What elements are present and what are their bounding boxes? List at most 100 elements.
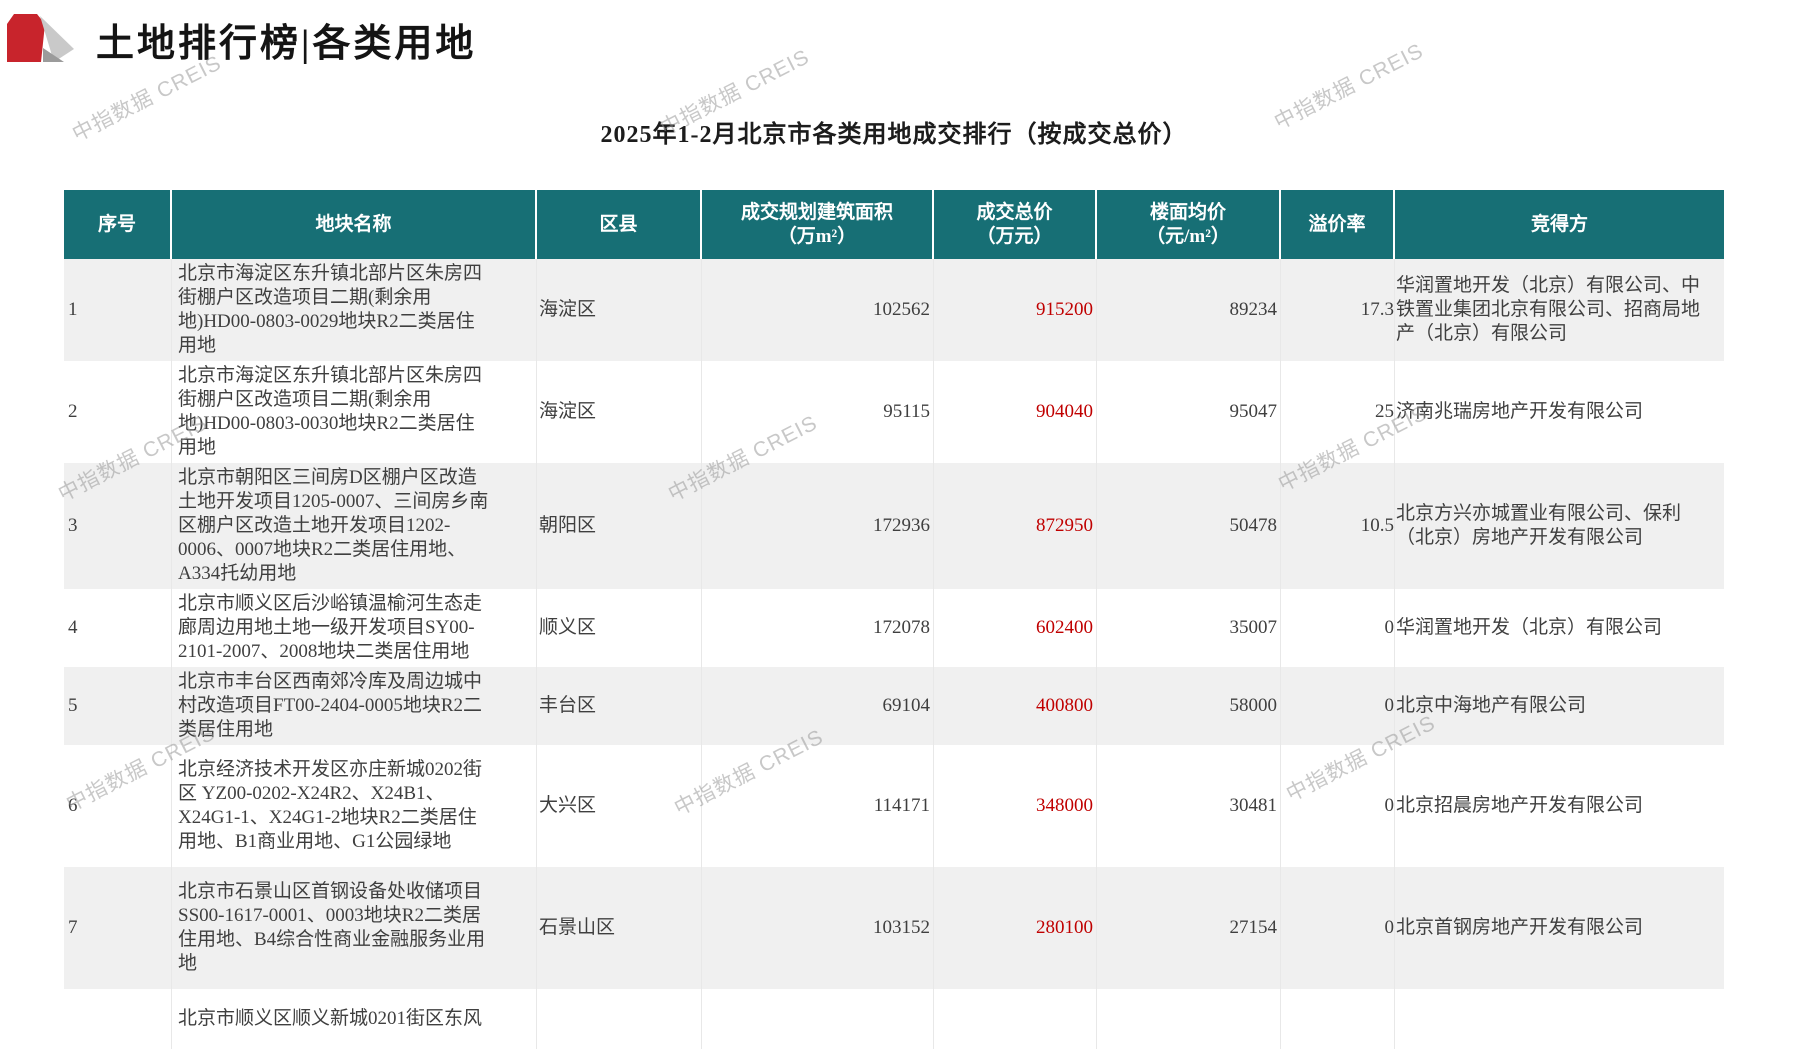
table-row: 1 北京市海淀区东升镇北部片区朱房四街棚户区改造项目二期(剩余用地)HD00-0… bbox=[64, 259, 1724, 361]
cell-premium-rate: 25 bbox=[1281, 361, 1395, 463]
cell-winner: 北京中海地产有限公司 bbox=[1396, 695, 1587, 716]
table-row: 4 北京市顺义区后沙峪镇温榆河生态走廊周边用地土地一级开发项目SY00-2101… bbox=[64, 589, 1724, 667]
cell-district bbox=[537, 989, 702, 1049]
header-unit: （元/m²） bbox=[1146, 225, 1230, 247]
cell-floor-price: 27154 bbox=[1097, 867, 1281, 989]
land-ranking-table: 序号 地块名称 区县 成交规划建筑面积 （万m²） 成交总价 （万元） 楼面均价 （元… bbox=[64, 190, 1724, 1049]
cell-floor-price: 50478 bbox=[1097, 463, 1281, 589]
header-area: 成交规划建筑面积 （万m²） bbox=[702, 190, 934, 259]
header-rank: 序号 bbox=[64, 190, 172, 259]
cell-winner: 北京招晨房地产开发有限公司 bbox=[1396, 795, 1644, 816]
page-subtitle: 2025年1-2月北京市各类用地成交排行（按成交总价） bbox=[600, 122, 1188, 148]
cell-total-price: 348000 bbox=[934, 745, 1097, 867]
cell-district: 丰台区 bbox=[537, 667, 702, 745]
cell-parcel-name: 北京市顺义区顺义新城0201街区东风 bbox=[172, 989, 537, 1049]
cell-area: 172078 bbox=[702, 589, 934, 667]
cell-floor-price: 35007 bbox=[1097, 589, 1281, 667]
cell-premium-rate bbox=[1281, 989, 1395, 1049]
cell-premium-rate: 0 bbox=[1281, 667, 1395, 745]
cell-premium-rate: 0 bbox=[1281, 867, 1395, 989]
table-row: 5 北京市丰台区西南郊冷库及周边城中村改造项目FT00-2404-0005地块R… bbox=[64, 667, 1724, 745]
cell-premium-rate: 0 bbox=[1281, 589, 1395, 667]
table-header: 序号 地块名称 区县 成交规划建筑面积 （万m²） 成交总价 （万元） 楼面均价 （元… bbox=[64, 190, 1724, 259]
cell-area: 103152 bbox=[702, 867, 934, 989]
header-total-price: 成交总价 （万元） bbox=[934, 190, 1097, 259]
page-title: 土地排行榜|各类用地 bbox=[96, 23, 477, 65]
cell-rank: 4 bbox=[64, 589, 172, 667]
cell-rank: 7 bbox=[64, 867, 172, 989]
cell-area bbox=[702, 989, 934, 1049]
cell-parcel-name: 北京经济技术开发区亦庄新城0202街区 YZ00-0202-X24R2、X24B… bbox=[172, 745, 537, 867]
header-label: 成交规划建筑面积 bbox=[740, 201, 893, 223]
header-premium-rate: 溢价率 bbox=[1281, 190, 1395, 259]
cell-floor-price: 58000 bbox=[1097, 667, 1281, 745]
cell-winner: 华润置地开发（北京）有限公司、中铁置业集团北京有限公司、招商局地产（北京）有限公… bbox=[1396, 275, 1701, 344]
cell-winner bbox=[1395, 989, 1724, 1049]
header-winner: 竞得方 bbox=[1395, 190, 1724, 259]
cell-floor-price: 30481 bbox=[1097, 745, 1281, 867]
cell-parcel-name: 北京市丰台区西南郊冷库及周边城中村改造项目FT00-2404-0005地块R2二… bbox=[172, 667, 537, 745]
cell-rank bbox=[64, 989, 172, 1049]
header-label: 区县 bbox=[599, 213, 638, 235]
cell-parcel-name: 北京市石景山区首钢设备处收储项目SS00-1617-0001、0003地块R2二… bbox=[172, 867, 537, 989]
cell-area: 69104 bbox=[702, 667, 934, 745]
cell-winner: 北京首钢房地产开发有限公司 bbox=[1396, 917, 1644, 938]
cell-floor-price bbox=[1097, 989, 1281, 1049]
cell-district: 朝阳区 bbox=[537, 463, 702, 589]
header-label: 序号 bbox=[97, 213, 136, 235]
cell-total-price: 280100 bbox=[934, 867, 1097, 989]
header-district: 区县 bbox=[537, 190, 702, 259]
header-unit: （万元） bbox=[976, 225, 1053, 247]
header-label: 溢价率 bbox=[1308, 213, 1366, 235]
cell-rank: 6 bbox=[64, 745, 172, 867]
header-floor-price: 楼面均价 （元/m²） bbox=[1097, 190, 1281, 259]
cell-rank: 1 bbox=[64, 259, 172, 361]
creis-logo bbox=[7, 14, 74, 62]
cell-area: 95115 bbox=[702, 361, 934, 463]
cell-winner: 华润置地开发（北京）有限公司 bbox=[1396, 617, 1663, 638]
cell-premium-rate: 10.5 bbox=[1281, 463, 1395, 589]
table-row: 6 北京经济技术开发区亦庄新城0202街区 YZ00-0202-X24R2、X2… bbox=[64, 745, 1724, 867]
cell-rank: 2 bbox=[64, 361, 172, 463]
cell-total-price: 400800 bbox=[934, 667, 1097, 745]
cell-winner: 济南兆瑞房地产开发有限公司 bbox=[1396, 401, 1644, 422]
cell-area: 102562 bbox=[702, 259, 934, 361]
header-name: 地块名称 bbox=[172, 190, 537, 259]
cell-floor-price: 95047 bbox=[1097, 361, 1281, 463]
header-label: 楼面均价 bbox=[1149, 201, 1226, 223]
logo-gray-light-shape bbox=[40, 16, 74, 62]
cell-district: 大兴区 bbox=[537, 745, 702, 867]
cell-parcel-name: 北京市顺义区后沙峪镇温榆河生态走廊周边用地土地一级开发项目SY00-2101-2… bbox=[172, 589, 537, 667]
cell-total-price: 904040 bbox=[934, 361, 1097, 463]
cell-winner: 北京方兴亦城置业有限公司、保利（北京）房地产开发有限公司 bbox=[1396, 503, 1682, 548]
logo-gray-dark-shape bbox=[43, 48, 64, 62]
cell-district: 海淀区 bbox=[537, 259, 702, 361]
cell-parcel-name: 北京市海淀区东升镇北部片区朱房四街棚户区改造项目二期(剩余用地)HD00-080… bbox=[172, 259, 537, 361]
cell-area: 172936 bbox=[702, 463, 934, 589]
cell-total-price: 602400 bbox=[934, 589, 1097, 667]
cell-total-price: 872950 bbox=[934, 463, 1097, 589]
cell-parcel-name: 北京市朝阳区三间房D区棚户区改造土地开发项目1205-0007、三间房乡南区棚户… bbox=[172, 463, 537, 589]
cell-premium-rate: 17.3 bbox=[1281, 259, 1395, 361]
header-label: 成交总价 bbox=[976, 201, 1053, 223]
logo-red-shape bbox=[7, 14, 45, 62]
cell-district: 石景山区 bbox=[537, 867, 702, 989]
table-row: 7 北京市石景山区首钢设备处收储项目SS00-1617-0001、0003地块R… bbox=[64, 867, 1724, 989]
cell-area: 114171 bbox=[702, 745, 934, 867]
cell-district: 海淀区 bbox=[537, 361, 702, 463]
cell-total-price bbox=[934, 989, 1097, 1049]
cell-rank: 3 bbox=[64, 463, 172, 589]
cell-rank: 5 bbox=[64, 667, 172, 745]
table-row: 2 北京市海淀区东升镇北部片区朱房四街棚户区改造项目二期(剩余用地)HD00-0… bbox=[64, 361, 1724, 463]
report-page: { "page": { "title": "土地排行榜|各类用地", "subt… bbox=[7, 14, 1724, 1049]
cell-district: 顺义区 bbox=[537, 589, 702, 667]
table-row: 北京市顺义区顺义新城0201街区东风 bbox=[64, 989, 1724, 1049]
cell-premium-rate: 0 bbox=[1281, 745, 1395, 867]
header-label: 地块名称 bbox=[315, 213, 392, 235]
table-row: 3 北京市朝阳区三间房D区棚户区改造土地开发项目1205-0007、三间房乡南区… bbox=[64, 463, 1724, 589]
header-unit: （万m²） bbox=[777, 225, 857, 247]
cell-total-price: 915200 bbox=[934, 259, 1097, 361]
cell-parcel-name: 北京市海淀区东升镇北部片区朱房四街棚户区改造项目二期(剩余用地)HD00-080… bbox=[172, 361, 537, 463]
header-label: 竞得方 bbox=[1530, 213, 1588, 235]
cell-floor-price: 89234 bbox=[1097, 259, 1281, 361]
